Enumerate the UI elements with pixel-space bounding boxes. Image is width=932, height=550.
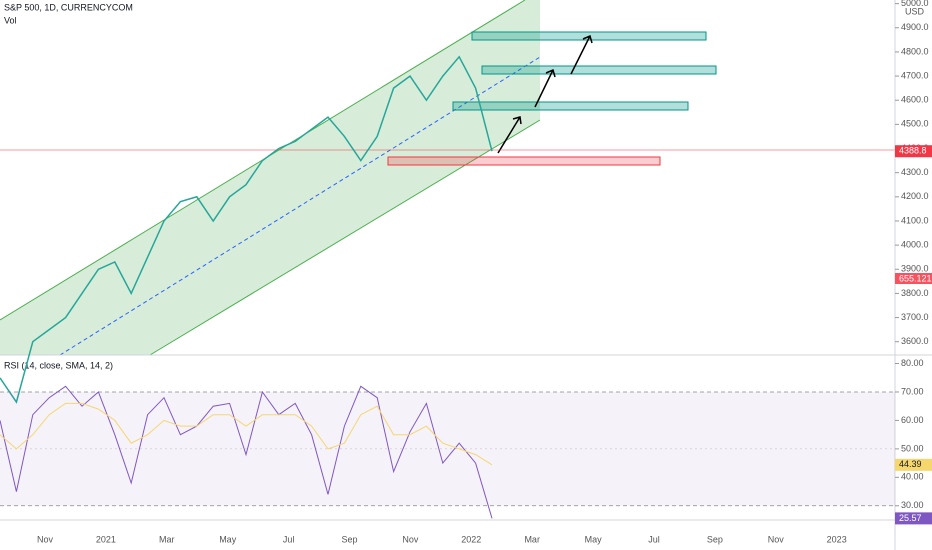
channel-bottom [149, 119, 541, 356]
x-tick-label: Sep [341, 534, 357, 544]
chart-title: S&P 500, 1D, CURRENCYCOM [4, 2, 133, 12]
x-tick-label: Nov [768, 534, 785, 544]
x-tick-label: Jul [648, 534, 660, 544]
y-tick-label: 80.00 [901, 358, 924, 368]
y-tick-label: 4200.0 [901, 191, 929, 201]
y-tick-label: 5000.0 [901, 0, 929, 8]
chart-subtitle: Vol [4, 15, 17, 25]
y-tick-label: 4700.0 [901, 70, 929, 80]
y-tick-label: 4900.0 [901, 22, 929, 32]
y-tick-label: 4300.0 [901, 167, 929, 177]
x-tick-label: 2023 [827, 534, 847, 544]
rsi-title: RSI (14, close, SMA, 14, 2) [4, 360, 113, 370]
volume-badge [895, 273, 932, 284]
series-line [0, 402, 493, 466]
y-tick-label: 3600.0 [901, 336, 929, 346]
last-value-label: 4388.8 [899, 146, 927, 156]
y-tick-label: 4800.0 [901, 46, 929, 56]
last-value-label: 44.39 [899, 459, 922, 469]
volume-label: 655.121K [899, 273, 932, 283]
y-tick-label: 3900.0 [901, 264, 929, 274]
x-tick-label: Mar [159, 534, 175, 544]
series-line [0, 385, 493, 519]
last-value-badge [895, 512, 932, 525]
y-tick-label: 60.00 [901, 415, 924, 425]
y-tick-label: 50.00 [901, 443, 924, 453]
x-tick-label: 2021 [96, 534, 116, 544]
x-tick-label: Sep [707, 534, 723, 544]
last-value-badge [895, 458, 932, 471]
x-tick-label: Mar [524, 534, 540, 544]
x-tick-label: Nov [402, 534, 419, 544]
arrows [497, 34, 593, 154]
y-tick-label: 4000.0 [901, 239, 929, 249]
y-unit: USD [905, 6, 925, 16]
zone [481, 65, 717, 75]
y-tick-label: 4600.0 [901, 95, 929, 105]
y-tick-label: 40.00 [901, 472, 924, 482]
series-line [0, 55, 493, 404]
channel [0, 0, 540, 355]
x-tick-label: Jul [283, 534, 295, 544]
y-tick-label: 3800.0 [901, 288, 929, 298]
y-tick-label: 30.00 [901, 500, 924, 510]
last-value-badge [895, 145, 932, 158]
last-value-label: 25.57 [899, 513, 922, 523]
x-tick-label: May [585, 534, 603, 544]
y-tick-label: 3700.0 [901, 312, 929, 322]
y-tick-label: 4100.0 [901, 215, 929, 225]
x-tick-label: May [219, 534, 237, 544]
x-tick-label: Nov [37, 534, 54, 544]
x-tick-label: 2022 [461, 534, 481, 544]
zone [387, 156, 661, 166]
channel-mid [59, 56, 541, 356]
y-tick-label: 4500.0 [901, 119, 929, 129]
zone [452, 101, 689, 111]
y-tick-label: 70.00 [901, 386, 924, 396]
